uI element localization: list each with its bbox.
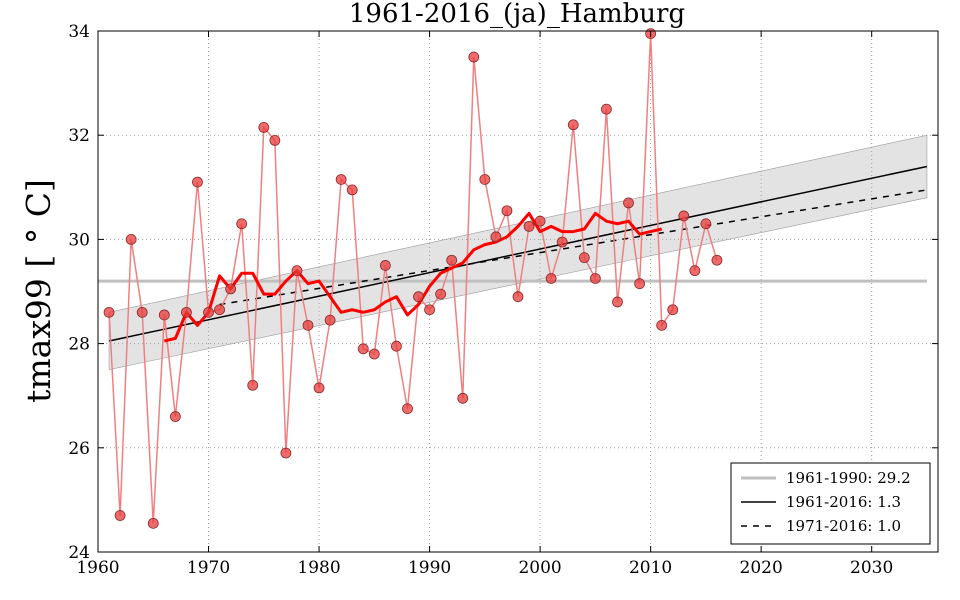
- data-point: [424, 304, 435, 316]
- data-point: [258, 121, 270, 133]
- data-point: [169, 411, 181, 422]
- data-point-markers: [103, 28, 723, 529]
- x-tick-label: 1990: [408, 558, 451, 578]
- y-axis-label: tmax99 [ ° C]: [19, 179, 58, 403]
- data-point: [446, 254, 458, 266]
- data-point: [214, 304, 225, 316]
- y-tick-label: 28: [68, 335, 90, 355]
- data-point: [457, 392, 469, 404]
- data-point: [468, 51, 480, 63]
- data-point: [612, 296, 623, 308]
- data-point: [490, 231, 502, 243]
- legend-label-baseline: 1961-1990: 29.2: [786, 469, 911, 487]
- data-point: [700, 218, 712, 230]
- data-point: [556, 236, 568, 248]
- data-point: [567, 119, 579, 131]
- y-tick-label: 24: [68, 543, 90, 563]
- data-point: [667, 304, 679, 316]
- data-point: [656, 319, 668, 331]
- data-point: [114, 510, 126, 521]
- chart-title: 1961-2016_(ja)_Hamburg: [349, 0, 685, 29]
- x-tick-label: 2000: [518, 558, 561, 578]
- data-point: [413, 291, 424, 303]
- data-point: [335, 174, 347, 185]
- data-point: [357, 343, 369, 355]
- data-point: [181, 306, 192, 318]
- data-point: [512, 291, 524, 303]
- data-point: [136, 306, 148, 318]
- data-point: [324, 314, 336, 326]
- data-point: [269, 135, 281, 146]
- x-tick-label: 1960: [76, 558, 119, 578]
- axes: [97, 30, 939, 553]
- legend-label-trend-1961: 1961-2016: 1.3: [786, 493, 901, 511]
- data-point: [379, 260, 391, 271]
- data-point: [280, 447, 292, 459]
- data-point: [203, 306, 214, 318]
- x-tick-label: 2020: [740, 558, 783, 578]
- data-point: [545, 273, 557, 284]
- data-point: [601, 103, 612, 115]
- data-point: [225, 283, 237, 295]
- running-mean-line: [163, 211, 663, 343]
- data-point: [302, 319, 314, 331]
- data-point: [402, 403, 413, 415]
- x-tick-label: 2010: [629, 558, 672, 578]
- data-point: [313, 382, 325, 394]
- data-point: [247, 379, 259, 391]
- data-point: [534, 215, 546, 227]
- y-tick-label: 34: [68, 22, 90, 42]
- data-point: [368, 348, 380, 360]
- data-point: [346, 184, 358, 196]
- data-point: [689, 265, 701, 277]
- data-point: [125, 233, 137, 245]
- confidence-band-layer: [108, 134, 928, 371]
- y-tick-label: 30: [68, 230, 90, 250]
- trend-line-1961-2016: [108, 165, 928, 342]
- data-point: [103, 306, 115, 318]
- data-point: [623, 197, 634, 209]
- data-point: [236, 218, 248, 230]
- data-point: [147, 517, 159, 529]
- data-point: [678, 210, 690, 222]
- legend-label-trend-1971: 1971-2016: 1.0: [786, 517, 901, 535]
- x-tick-label: 1970: [187, 558, 230, 578]
- confidence-band: [108, 134, 928, 371]
- x-tick-label: 2030: [850, 558, 893, 578]
- data-point: [391, 340, 402, 352]
- data-point: [158, 309, 170, 321]
- y-tick-label: 26: [68, 439, 90, 459]
- data-point: [634, 278, 645, 290]
- tick-labels: 1960 1970 1980 1990 2000 2010 2020 2030 24 26 28 30…: [68, 22, 893, 578]
- x-tick-label: 1980: [297, 558, 340, 578]
- y-tick-label: 32: [68, 126, 90, 146]
- data-point: [711, 254, 723, 266]
- plot-frame: [97, 30, 939, 553]
- data-point: [589, 273, 601, 284]
- data-point: [501, 205, 513, 217]
- data-point: [435, 288, 447, 300]
- data-point: [291, 265, 303, 277]
- grid: [98, 31, 938, 552]
- data-point: [192, 176, 203, 188]
- data-point: [523, 220, 535, 232]
- legend: 1961-1990: 29.2 1961-2016: 1.3 1971-2016…: [730, 462, 931, 545]
- data-point: [578, 252, 590, 264]
- data-point: [479, 174, 491, 185]
